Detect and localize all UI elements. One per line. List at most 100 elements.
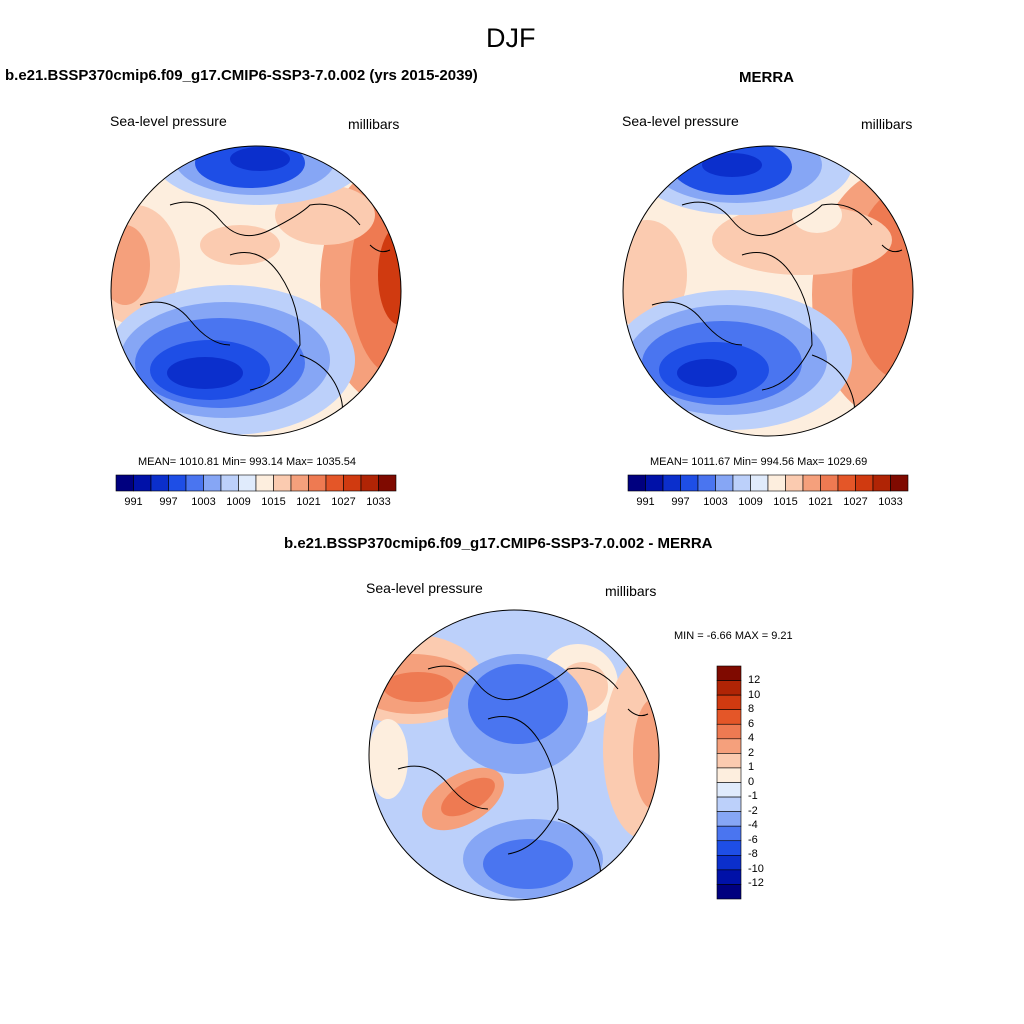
colorbar-swatch	[645, 474, 664, 492]
panel-obs-colorbar-ticks: 991 997 1003 1009 1015 1021 1027 1033	[628, 496, 908, 510]
colorbar-swatch	[855, 474, 874, 492]
colorbar-swatch	[378, 474, 397, 492]
cb-tick: 4	[748, 732, 755, 744]
cb-tick: 991	[124, 496, 143, 508]
panel-obs-stats: MEAN= 1011.67 Min= 994.56 Max= 1029.69	[650, 456, 868, 468]
cb-tick: -6	[748, 833, 758, 846]
colorbar-swatch	[168, 474, 187, 492]
cb-tick: 0	[748, 775, 755, 788]
cb-tick: -2	[748, 804, 758, 817]
cb-tick: 10	[748, 688, 761, 701]
cb-tick: 1033	[366, 496, 391, 508]
panel-obs-map	[622, 145, 914, 437]
colorbar-swatch	[716, 811, 742, 827]
cb-tick: 1021	[296, 496, 321, 508]
colorbar-swatch	[716, 753, 742, 769]
colorbar-swatch	[273, 474, 292, 492]
colorbar-swatch	[255, 474, 274, 492]
colorbar-swatch	[185, 474, 204, 492]
cb-tick: 1003	[191, 496, 216, 508]
panel-diff-title: b.e21.BSSP370cmip6.f09_g17.CMIP6-SSP3-7.…	[284, 535, 713, 552]
colorbar-swatch	[716, 738, 742, 754]
colorbar-swatch	[716, 723, 742, 740]
colorbar-swatch	[133, 474, 152, 492]
colorbar-swatch	[308, 474, 327, 492]
colorbar-swatch	[716, 884, 742, 900]
colorbar-swatch	[716, 709, 742, 725]
panel-model-title: b.e21.BSSP370cmip6.f09_g17.CMIP6-SSP3-7.…	[5, 67, 478, 84]
panel-diff-stats: MIN = -6.66 MAX = 9.21	[674, 630, 793, 642]
cb-tick: -1	[748, 790, 758, 802]
colorbar-swatch	[716, 855, 742, 871]
panel-model-map	[110, 145, 402, 437]
colorbar-swatch	[325, 474, 344, 492]
colorbar-swatch	[716, 665, 742, 681]
colorbar-swatch	[767, 474, 786, 492]
panel-model-stats: MEAN= 1010.81 Min= 993.14 Max= 1035.54	[138, 456, 357, 468]
colorbar-swatch	[662, 474, 681, 492]
cb-tick: 12	[748, 674, 761, 686]
colorbar-swatch	[785, 474, 804, 492]
colorbar-swatch	[290, 474, 309, 492]
cb-tick: 2	[748, 746, 755, 759]
cb-tick: 1	[748, 761, 755, 773]
colorbar-swatch	[627, 474, 646, 492]
colorbar-swatch	[716, 796, 742, 812]
panel-model-colorbar-ticks: 991 997 1003 1009 1015 1021 1027 1033	[116, 496, 396, 510]
cb-tick: 1033	[878, 496, 903, 508]
cb-tick: 997	[159, 496, 178, 508]
colorbar-swatch	[890, 474, 909, 492]
panel-obs-title: MERRA	[739, 69, 794, 86]
panel-diff-variable-label: Sea-level pressure	[366, 580, 483, 596]
colorbar-swatch	[716, 694, 742, 710]
panel-obs-units-label: millibars	[861, 116, 913, 132]
panel-diff-units-label: millibars	[605, 583, 657, 599]
cb-tick: 1015	[261, 496, 286, 508]
colorbar-swatch	[360, 474, 379, 492]
colorbar-swatch	[716, 782, 742, 798]
cb-tick: 1021	[808, 496, 833, 508]
colorbar-swatch	[715, 474, 734, 492]
colorbar-swatch	[802, 474, 821, 492]
cb-tick: -4	[748, 819, 758, 831]
cb-tick: 1003	[703, 496, 728, 508]
colorbar-swatch	[732, 474, 751, 492]
cb-tick: 6	[748, 717, 755, 730]
cb-tick: 1009	[226, 496, 251, 508]
panel-diff-map	[368, 609, 660, 901]
cb-tick: -8	[748, 848, 758, 860]
cb-tick: 991	[636, 496, 655, 508]
colorbar-swatch	[750, 474, 769, 492]
cb-tick: -12	[748, 877, 764, 889]
colorbar-swatch	[716, 680, 742, 696]
panel-obs-variable-label: Sea-level pressure	[622, 113, 739, 129]
colorbar-swatch	[115, 474, 134, 492]
colorbar-swatch	[837, 474, 856, 492]
panel-model-units-label: millibars	[348, 116, 400, 132]
colorbar-swatch	[220, 474, 239, 492]
colorbar-swatch	[716, 767, 742, 783]
panel-model-colorbar	[115, 474, 397, 492]
cb-tick: -10	[748, 862, 764, 875]
colorbar-swatch	[150, 474, 169, 492]
colorbar-swatch	[716, 840, 742, 856]
cb-tick: 1009	[738, 496, 763, 508]
colorbar-swatch	[716, 825, 742, 842]
panel-diff-colorbar	[716, 665, 742, 900]
colorbar-swatch	[680, 474, 699, 492]
colorbar-swatch	[343, 474, 362, 492]
panel-model-variable-label: Sea-level pressure	[110, 113, 227, 129]
page-title: DJF	[486, 23, 536, 53]
colorbar-swatch	[203, 474, 222, 492]
cb-tick: 1027	[843, 496, 868, 508]
colorbar-swatch	[238, 474, 257, 492]
colorbar-swatch	[820, 474, 839, 492]
colorbar-swatch	[716, 869, 742, 885]
cb-tick: 997	[671, 496, 690, 508]
colorbar-swatch	[697, 474, 716, 492]
cb-tick: 1027	[331, 496, 356, 508]
cb-tick: 8	[748, 703, 755, 715]
cb-tick: 1015	[773, 496, 798, 508]
colorbar-swatch	[872, 474, 891, 492]
panel-diff-colorbar-ticks: 12 10 8 6 4 2 1 0 -1 -2 -4 -6 -8 -10 -12	[748, 666, 788, 899]
